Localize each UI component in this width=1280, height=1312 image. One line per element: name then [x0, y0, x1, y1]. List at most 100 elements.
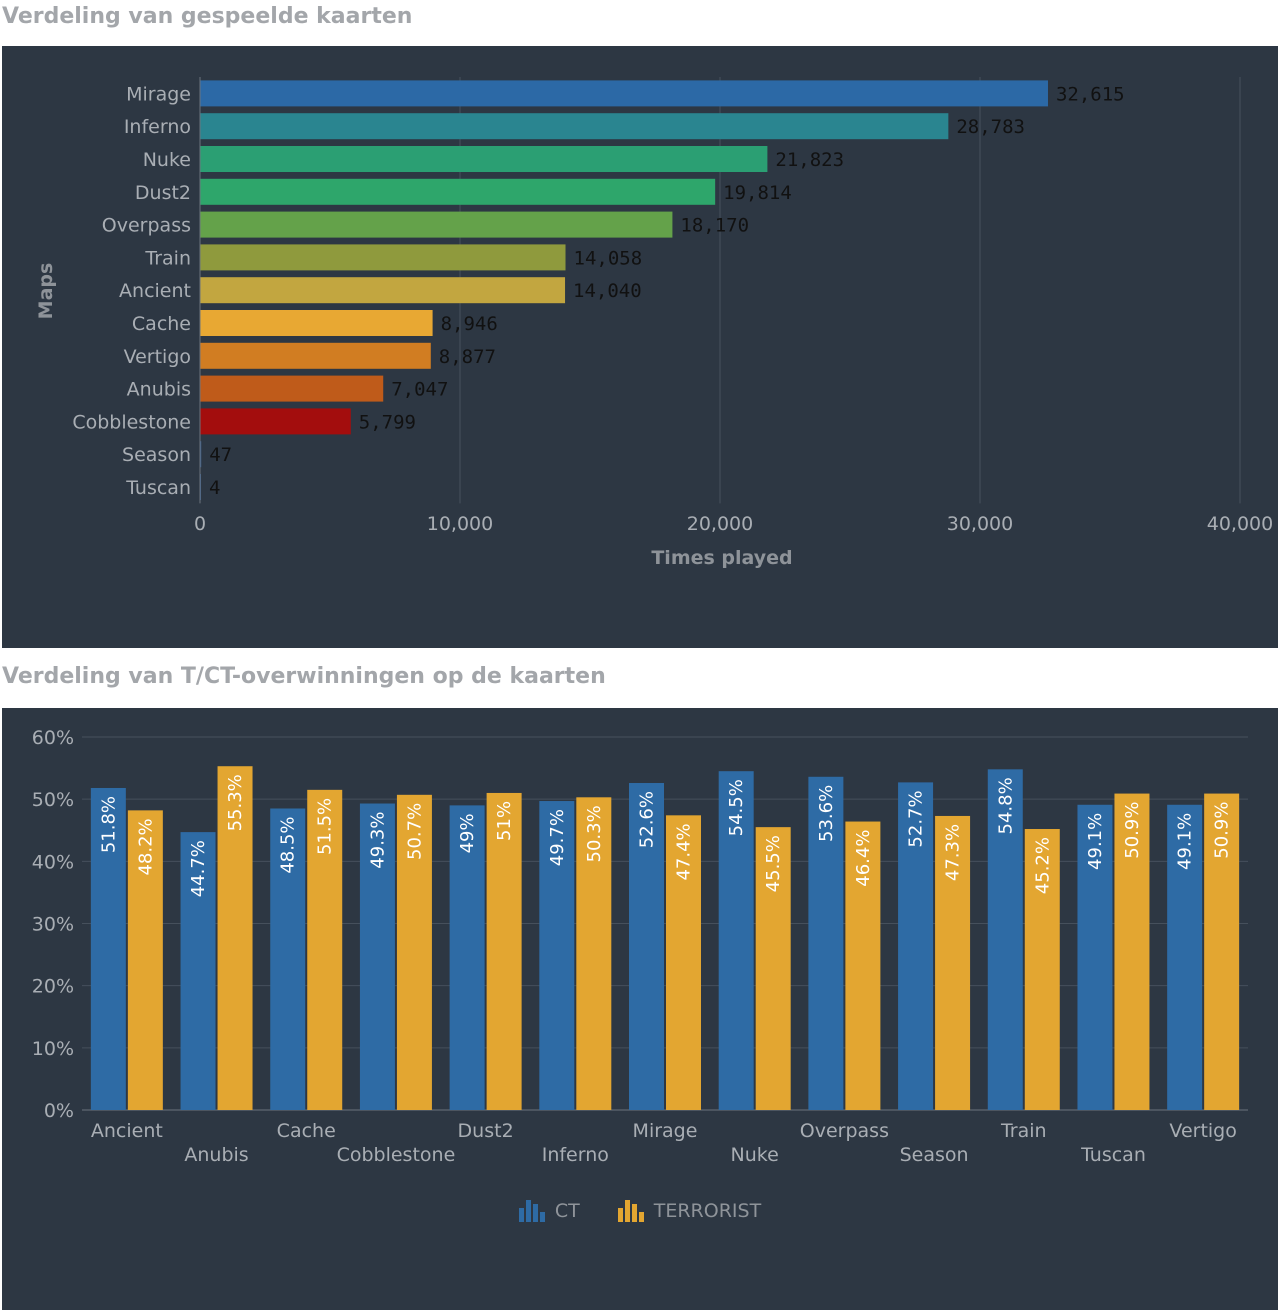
bar [845, 821, 881, 1110]
y-tick-label: 40% [32, 851, 74, 873]
x-tick-label: Overpass [800, 1120, 889, 1142]
legend-label-ct: CT [554, 1200, 580, 1222]
data-label: 8,946 [441, 313, 498, 335]
data-label: 21,823 [775, 149, 844, 171]
data-label: 49.1% [1085, 813, 1106, 870]
x-tick-label: Train [1000, 1120, 1047, 1142]
data-label: 50.9% [1212, 802, 1233, 859]
data-label: 44.7% [188, 840, 209, 897]
x-axis-title: Times played [651, 547, 792, 569]
chart-legend: CT TERRORIST [2, 1200, 1278, 1227]
x-tick-label: 40,000 [1207, 513, 1273, 535]
x-tick-label: Cobblestone [337, 1144, 456, 1166]
y-tick-label: 10% [32, 1038, 74, 1060]
data-label: 47.3% [943, 824, 964, 881]
data-label: 51.8% [98, 796, 119, 853]
y-tick-label: 0% [44, 1100, 74, 1122]
data-label: 50.3% [584, 805, 605, 862]
bar [200, 277, 566, 304]
data-label: 48.5% [278, 816, 299, 873]
bar [449, 805, 485, 1110]
maps-played-chart-panel: 0 10,000 20,000 30,000 40,000 Mirage 32,615 Inf… [2, 46, 1278, 648]
legend-item-terrorist[interactable]: TERRORIST [617, 1200, 762, 1222]
bar [987, 769, 1023, 1110]
y-tick-label: Dust2 [135, 182, 191, 204]
data-label: 50.9% [1122, 802, 1143, 859]
bar [200, 178, 716, 205]
y-tick-label: Train [144, 247, 191, 269]
bar [396, 794, 432, 1110]
data-label: 49% [457, 813, 478, 853]
x-tick-label: 0 [194, 513, 206, 535]
bar [935, 815, 971, 1110]
x-tick-label: Season [900, 1144, 969, 1166]
bar [1077, 804, 1113, 1110]
data-label: 14,058 [574, 247, 643, 269]
win-split-chart: 0% 10% 20% 30% 40% 50% 60% 51.8% 48.2% Ancient 44.… [32, 727, 1248, 1166]
bar [200, 113, 949, 140]
bar [359, 803, 395, 1110]
data-label: 46.4% [853, 830, 874, 887]
bar [1204, 793, 1240, 1110]
bar [307, 789, 343, 1110]
legend-item-ct[interactable]: CT [518, 1200, 580, 1222]
bar [1024, 829, 1060, 1110]
win-split-title: Verdeling van T/CT-overwinningen op de k… [2, 664, 606, 689]
y-tick-label: 50% [32, 789, 74, 811]
y-tick-label: Cache [132, 313, 191, 335]
y-tick-label: Nuke [143, 149, 191, 171]
x-tick-label: Tuscan [1080, 1144, 1146, 1166]
bar [718, 771, 754, 1110]
bar [486, 792, 522, 1110]
data-label: 52.6% [637, 791, 658, 848]
data-label: 4 [209, 477, 220, 499]
data-label: 48.2% [135, 818, 156, 875]
bar [755, 827, 791, 1110]
y-tick-label: Overpass [102, 215, 191, 237]
y-tick-label: Vertigo [124, 346, 191, 368]
x-tick-label: 10,000 [427, 513, 493, 535]
bar [1114, 793, 1150, 1110]
y-tick-label: Season [122, 444, 191, 466]
y-tick-label: Mirage [126, 83, 191, 105]
bar [200, 375, 384, 402]
data-label: 14,040 [573, 280, 642, 302]
data-label: 55.3% [225, 774, 246, 831]
legend-label-terrorist: TERRORIST [653, 1200, 762, 1222]
y-tick-label: Inferno [124, 116, 191, 138]
bar [666, 815, 701, 1110]
bar [200, 80, 1048, 107]
x-tick-label: Vertigo [1169, 1120, 1236, 1142]
bar [200, 441, 202, 468]
maps-played-title: Verdeling van gespeelde kaarten [2, 4, 413, 29]
bar [539, 801, 575, 1110]
data-label: 49.7% [547, 809, 568, 866]
data-label: 50.7% [404, 803, 425, 860]
bar-chart-icon [518, 1200, 545, 1222]
y-tick-label: 20% [32, 976, 74, 998]
bar-chart-icon [617, 1200, 644, 1222]
y-tick-label: Anubis [127, 379, 191, 401]
bar [576, 797, 612, 1110]
bar [127, 810, 163, 1110]
data-label: 47.4% [674, 823, 695, 880]
x-tick-label: Ancient [91, 1120, 163, 1142]
data-label: 54.8% [995, 777, 1016, 834]
bar [1167, 804, 1203, 1110]
bar [200, 211, 673, 238]
y-axis-title: Maps [35, 263, 57, 320]
data-label: 8,877 [439, 346, 496, 368]
data-label: 32,615 [1056, 83, 1125, 105]
maps-played-chart: 0 10,000 20,000 30,000 40,000 Mirage 32,615 Inf… [35, 77, 1273, 569]
bar [200, 408, 351, 435]
bar [90, 787, 126, 1110]
bar [808, 776, 844, 1110]
y-tick-label: 30% [32, 914, 74, 936]
data-label: 54.5% [726, 779, 747, 836]
y-tick-label: Tuscan [125, 477, 191, 499]
x-tick-label: 20,000 [687, 513, 753, 535]
x-tick-label: Inferno [542, 1144, 609, 1166]
data-label: 51.5% [315, 798, 336, 855]
bar [200, 310, 433, 336]
data-label: 47 [209, 444, 232, 466]
